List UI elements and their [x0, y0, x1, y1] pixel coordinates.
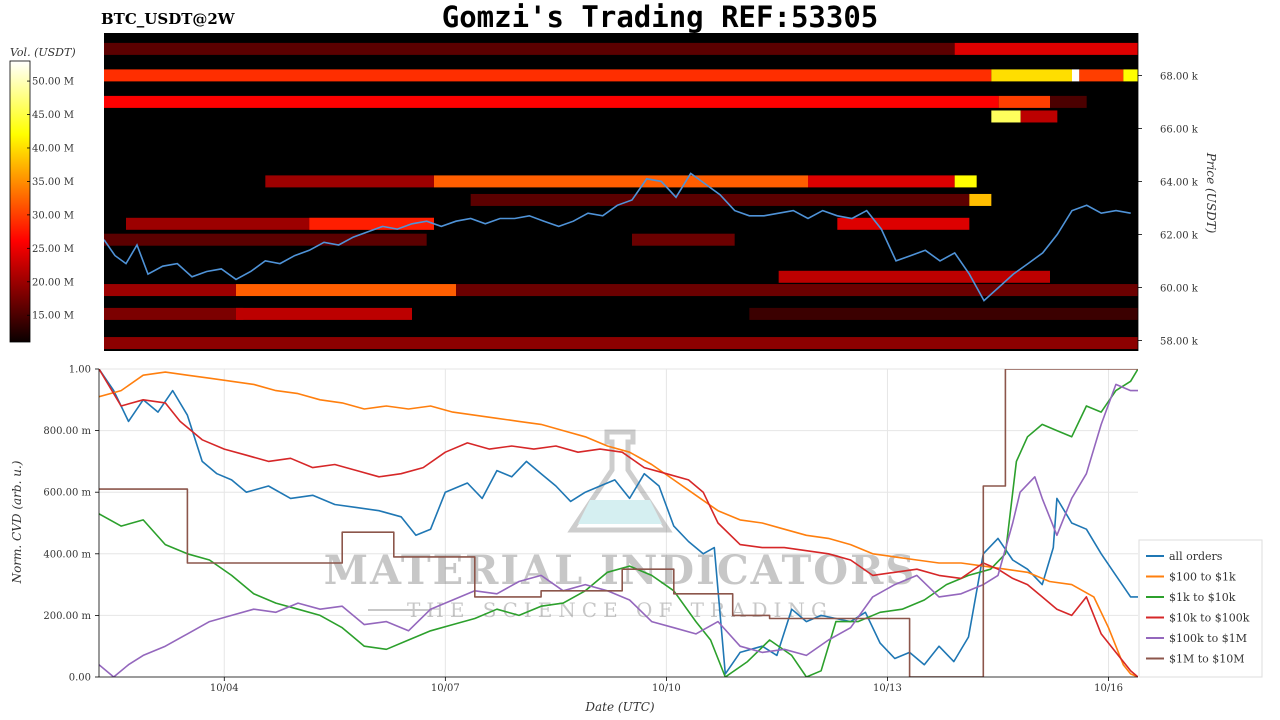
- colorbar-tick-label: 20.00 M: [32, 277, 74, 288]
- flask-icon: [567, 429, 673, 533]
- legend-entry: $10k to $100k: [1169, 612, 1250, 625]
- heatmap-cell: [778, 270, 1050, 283]
- heatmap-cell: [104, 69, 992, 82]
- cvd-y-tick-label: 0.00: [69, 673, 91, 684]
- heatmap-cell: [998, 95, 1050, 108]
- heatmap-cell: [1020, 110, 1058, 123]
- colorbar-label: Vol. (USDT): [10, 46, 76, 59]
- heatmap-cell: [456, 284, 1138, 297]
- legend-box: [1138, 539, 1263, 678]
- cvd-x-tick-label: 10/04: [210, 683, 239, 694]
- heatmap-cell: [236, 307, 412, 320]
- cvd-y-label: Norm. CVD (arb. u.): [10, 460, 24, 584]
- colorbar-tick-label: 50.00 M: [32, 77, 74, 88]
- pair-label: BTC_USDT@2W: [101, 10, 235, 28]
- price-tick-label: 68.00 k: [1160, 71, 1199, 82]
- price-series: [104, 172, 1131, 302]
- price-tick-label: 58.00 k: [1160, 336, 1199, 347]
- colorbar-tick-label: 30.00 M: [32, 210, 74, 221]
- colorbar: [9, 60, 31, 343]
- cvd-x-label: Date (UTC): [584, 700, 654, 714]
- cvd-series: [99, 369, 1138, 677]
- cvd-x-tick-label: 10/07: [431, 683, 460, 694]
- heatmap-cell: [1079, 69, 1124, 82]
- colorbar-tick-label: 25.00 M: [32, 244, 74, 255]
- heatmap-cell: [470, 193, 970, 206]
- heatmap-background: [104, 33, 1138, 351]
- heatmap-cell: [954, 42, 1138, 55]
- heatmap-cell: [991, 69, 1072, 82]
- heatmap-cell: [1123, 69, 1138, 82]
- cvd-y-ticks: 0.00 200.00 m 400.00 m 600.00 m 800.00 m 1.00: [43, 365, 99, 684]
- heatmap-cell: [104, 233, 427, 246]
- heatmap-cell: [104, 42, 955, 55]
- heatmap-cell: [265, 175, 434, 188]
- heatmap-levels: [104, 42, 1138, 350]
- colorbar-ticks: 15.00 M 20.00 M 25.00 M 30.00 M 35.00 M 40.00…: [27, 77, 74, 322]
- cvd-y-tick-label: 800.00 m: [43, 426, 91, 437]
- legend-entry: $100 to $1k: [1169, 571, 1236, 584]
- cvd-y-tick-label: 400.00 m: [43, 549, 91, 560]
- price-line: [104, 172, 1131, 302]
- cvd-x-tick-label: 10/13: [873, 683, 902, 694]
- price-axis-ticks: 58.00 k 60.00 k 62.00 k 64.00 k 66.00 k 68.00…: [1138, 71, 1199, 347]
- series-line: [99, 369, 1138, 677]
- heatmap-cell: [236, 284, 456, 297]
- series-line: [99, 369, 1138, 677]
- heatmap-cell: [1072, 69, 1080, 82]
- price-tick-label: 64.00 k: [1160, 177, 1199, 188]
- heatmap-cell: [434, 175, 808, 188]
- legend-entry: $1M to $10M: [1169, 653, 1245, 666]
- price-tick-label: 66.00 k: [1160, 124, 1199, 135]
- cvd-x-ticks: 10/04 10/07 10/10 10/13 10/16: [210, 677, 1123, 694]
- legend-entry: $1k to $10k: [1169, 591, 1236, 604]
- colorbar-tick-label: 40.00 M: [32, 143, 74, 154]
- legend: all orders $100 to $1k $1k to $10k $10k to …: [1138, 539, 1263, 678]
- price-tick-label: 62.00 k: [1160, 230, 1199, 241]
- watermark: MATERIAL INDICATORS THE SCIENCE OF TRADI…: [324, 429, 917, 622]
- heatmap-cell: [1050, 95, 1087, 108]
- legend-entry: $100k to $1M: [1169, 632, 1247, 645]
- heatmap-cell: [749, 307, 1138, 320]
- heatmap-cell: [632, 233, 735, 246]
- heatmap-cell: [104, 307, 244, 320]
- heatmap-cell: [808, 175, 955, 188]
- cvd-y-tick-label: 200.00 m: [43, 611, 91, 622]
- cvd-x-tick-label: 10/10: [652, 683, 681, 694]
- heatmap-cell: [104, 284, 236, 297]
- colorbar-tick-label: 45.00 M: [32, 110, 74, 121]
- price-axis-label: Price (USDT): [1204, 152, 1218, 234]
- watermark-line1: MATERIAL INDICATORS: [324, 547, 917, 594]
- colorbar-tick-label: 15.00 M: [32, 311, 74, 322]
- cvd-y-tick-label: 1.00: [69, 365, 91, 376]
- colorbar-tick-label: 35.00 M: [32, 177, 74, 188]
- heatmap-cell: [837, 217, 970, 230]
- price-tick-label: 60.00 k: [1160, 283, 1199, 294]
- heatmap-cell: [954, 175, 977, 188]
- series-line: [99, 371, 1138, 677]
- flask-liquid: [578, 500, 662, 524]
- heatmap-cell: [991, 110, 1021, 123]
- series-line: [99, 383, 1138, 677]
- series-line: [99, 369, 1138, 675]
- series-line: [99, 369, 1138, 677]
- heatmap-cell: [104, 337, 1138, 350]
- heatmap-cell: [104, 95, 999, 108]
- cvd-x-tick-label: 10/16: [1094, 683, 1123, 694]
- cvd-y-tick-label: 600.00 m: [43, 488, 91, 499]
- heatmap-cell: [969, 193, 992, 206]
- legend-entry: all orders: [1169, 550, 1223, 563]
- chart-title: Gomzi's Trading REF:53305: [441, 0, 879, 34]
